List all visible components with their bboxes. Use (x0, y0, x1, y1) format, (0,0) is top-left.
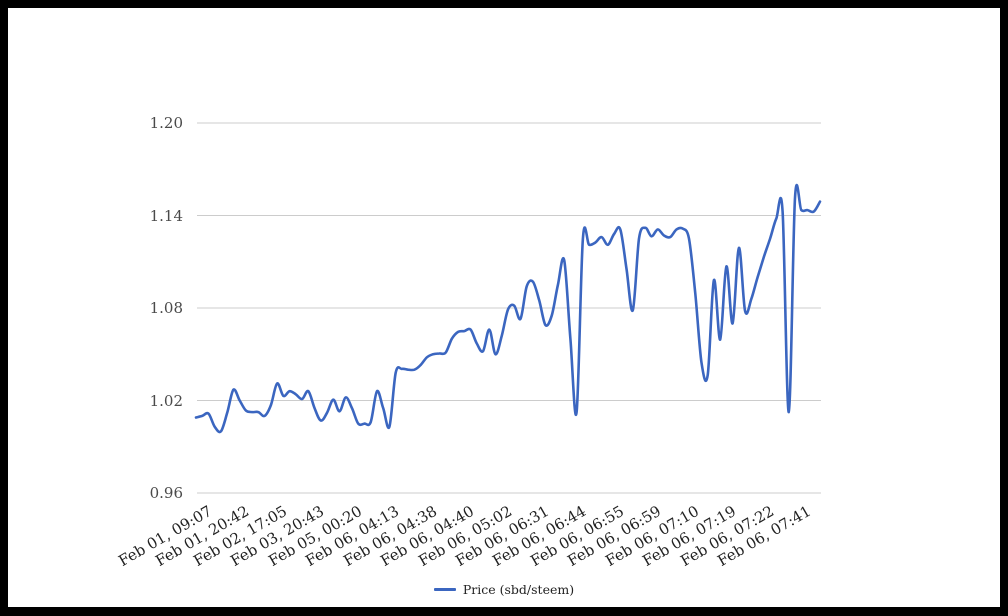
y-axis-tick-label: 0.96 (149, 484, 183, 502)
y-axis-tick-label: 1.08 (149, 299, 183, 317)
y-axis-tick-label: 1.14 (149, 206, 183, 225)
legend-label: Price (sbd/steem) (462, 582, 575, 597)
legend: Price (sbd/steem) (0, 582, 1008, 597)
price-series-line (194, 184, 822, 434)
legend-line-swatch (433, 588, 456, 591)
y-axis-tick-label: 1.02 (149, 391, 183, 410)
y-axis-tick-label: 1.20 (149, 114, 183, 132)
